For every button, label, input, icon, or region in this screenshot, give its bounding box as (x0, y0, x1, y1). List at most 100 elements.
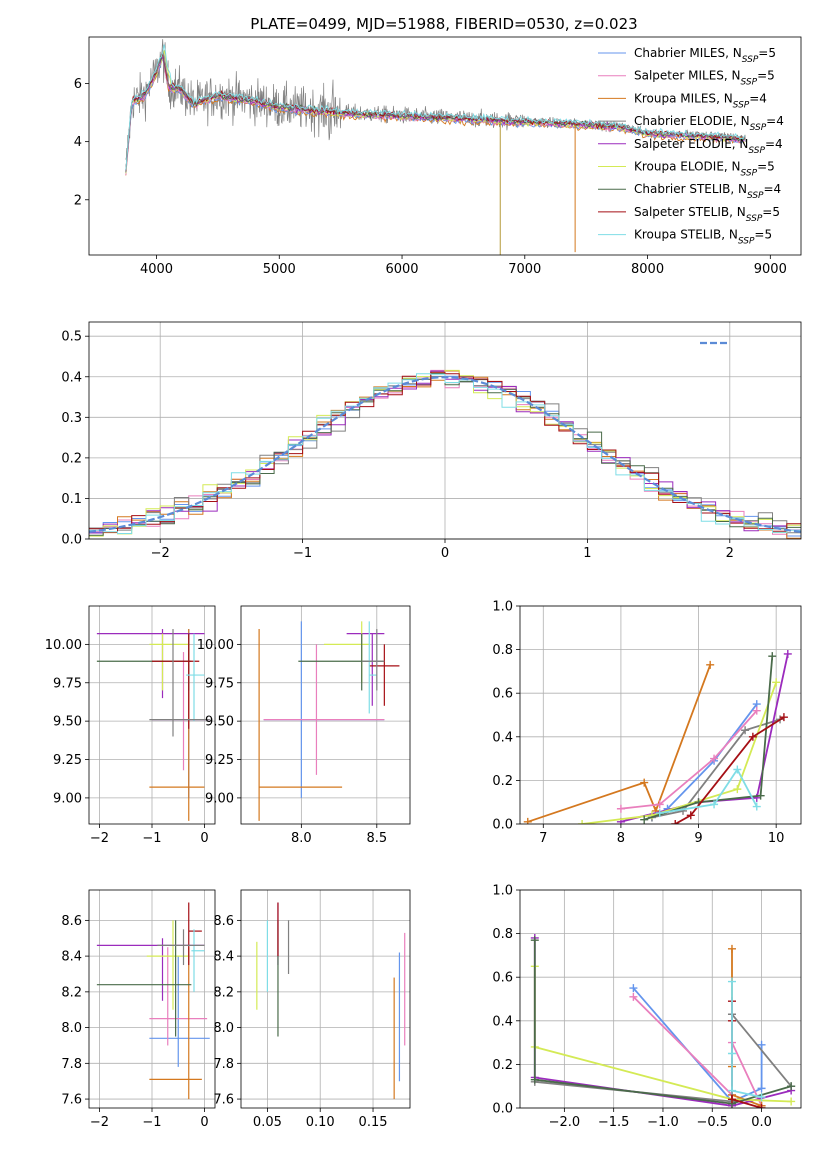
model-spectrum-line (125, 44, 745, 170)
series-line (731, 981, 762, 1098)
series-point-marker (629, 992, 638, 1001)
data-point-9 (149, 629, 210, 737)
figure-title: PLATE=0499, MJD=51988, FIBERID=0530, z=0… (250, 15, 637, 33)
legend-n-prefix: , N (730, 182, 747, 196)
y-tick-label: 4 (74, 135, 82, 150)
data-point-6 (96, 920, 192, 1037)
series-point-marker (679, 806, 688, 815)
data-point-6 (96, 633, 192, 691)
y-tick-label: 0.5 (61, 330, 82, 345)
mass_vs_Z-frame (88, 889, 216, 1109)
weight-vs-metallicity-axes: −2.0 −1.5 −1.0 −0.5 0.0 0.0 0.2 0.4 0.6 0.8 1.0 (492, 884, 802, 1130)
data-point-2 (263, 644, 385, 775)
data-point-4 (346, 633, 385, 706)
legend-entry: Kroupa STELIB, NSSP=5 (634, 228, 772, 247)
legend-n-value: =4 (766, 114, 784, 128)
legend-ssp-subscript: SSP (748, 146, 765, 156)
legend-ssp-subscript: SSP (741, 169, 758, 179)
weight_vs_age-frame (519, 605, 802, 825)
series-line (632, 987, 763, 1103)
legend-n-prefix: , N (733, 114, 750, 128)
x-tick-label: 0.05 (253, 1115, 282, 1130)
x-tick-label: −2 (151, 546, 170, 561)
y-tick-label: 0.4 (492, 1014, 513, 1029)
legend-model-name: Salpeter MILES (634, 69, 724, 83)
weight_vs_age-plot-area (523, 649, 792, 824)
legend-n-prefix: , N (725, 46, 742, 60)
legend-entry: Kroupa MILES, NSSP=4 (634, 91, 767, 110)
legend-n-value: =5 (762, 205, 780, 219)
series-point-marker (655, 800, 664, 809)
legend-ssp-subscript: SSP (738, 237, 755, 247)
data-point-8 (191, 929, 205, 992)
legend-n-prefix: , N (729, 205, 746, 219)
age_vs_Z-frame (88, 605, 216, 825)
y-tick-label: 1.0 (492, 884, 513, 899)
y-tick-label: 8.0 (61, 1021, 82, 1036)
data-point-7 (188, 902, 202, 966)
series-6 (578, 678, 781, 824)
legend-ssp-subscript: SSP (733, 100, 750, 110)
spectrum-axes: 4000 5000 6000 7000 8000 9000 2 4 6 Chabrier MILE… (74, 36, 802, 277)
x-tick-label: −1.5 (598, 1115, 630, 1130)
x-tick-label: 6000 (385, 262, 418, 277)
residual-histogram-7 (89, 373, 801, 536)
series-3 (616, 706, 761, 813)
x-tick-label: 2 (726, 546, 734, 561)
x-tick-label: 0 (200, 1115, 208, 1130)
x-tick-label: −1 (142, 1115, 161, 1130)
series-point-marker (757, 1093, 766, 1102)
series-point-marker (727, 977, 736, 986)
x-tick-label: 5000 (263, 262, 296, 277)
y-tick-label: 1.0 (492, 600, 513, 615)
series-line (651, 703, 758, 819)
legend-entry: Salpeter ELODIE, NSSP=4 (634, 137, 783, 156)
series-point-marker (616, 804, 625, 813)
residuals-plot-area (89, 369, 801, 539)
data-point-8 (368, 621, 377, 714)
x-tick-label: −2 (90, 1115, 109, 1130)
mass_vs_ebv-frame (240, 889, 411, 1109)
series-point-marker (757, 1040, 766, 1049)
x-tick-label: 9 (694, 831, 702, 846)
y-tick-label: 7.6 (213, 1093, 234, 1108)
series-point-marker (757, 1084, 766, 1093)
series-3 (727, 944, 766, 1108)
legend-model-name: Chabrier MILES (634, 46, 725, 60)
x-tick-label: 8000 (631, 262, 664, 277)
legend-entry: Chabrier ELODIE, NSSP=4 (634, 114, 784, 133)
series-point-marker (733, 765, 742, 774)
weight_vs_Z-frame (519, 889, 802, 1109)
series-line (527, 664, 712, 823)
y-tick-label: 9.75 (53, 676, 82, 691)
series-point-marker (686, 811, 695, 820)
x-tick-label: −1 (293, 546, 312, 561)
legend-n-prefix: , N (732, 137, 749, 151)
data-point-9 (361, 629, 385, 691)
y-tick-label: 10.00 (45, 638, 82, 653)
series-1 (629, 984, 766, 1106)
legend-n-value: =5 (757, 69, 775, 83)
legend-model-name: Chabrier ELODIE (634, 114, 733, 128)
spectrum-plot-area (125, 39, 746, 255)
age-vs-metallicity-axes: −2 −1 0 9.00 9.25 9.50 9.75 10.00 (45, 605, 216, 846)
x-tick-label: −0.5 (696, 1115, 728, 1130)
y-tick-label: 9.00 (53, 791, 82, 806)
legend-model-name: Kroupa ELODIE (634, 160, 724, 174)
x-tick-label: 1 (583, 546, 591, 561)
y-tick-label: 8.4 (61, 950, 82, 965)
model-spectrum-line (125, 49, 745, 173)
x-tick-label: 9000 (754, 262, 787, 277)
data-point-6 (298, 633, 385, 691)
y-tick-label: 0.6 (492, 971, 513, 986)
mass-vs-ebv-axes: 0.05 0.10 0.15 7.6 7.8 8.0 8.2 8.4 8.6 (213, 889, 411, 1130)
x-tick-label: 10 (768, 831, 785, 846)
weight-vs-age-axes: 7 8 9 10 0.0 0.2 0.4 0.6 0.8 1.0 (492, 600, 802, 846)
series-point-marker (787, 1082, 796, 1091)
x-tick-label: 8.5 (366, 831, 387, 846)
legend-model-name: Chabrier STELIB (634, 182, 730, 196)
series-point-marker (779, 713, 788, 722)
y-tick-label: 0.2 (492, 1058, 513, 1073)
series-point-marker (727, 1095, 736, 1104)
weight_vs_Z-plot-area (530, 933, 796, 1108)
